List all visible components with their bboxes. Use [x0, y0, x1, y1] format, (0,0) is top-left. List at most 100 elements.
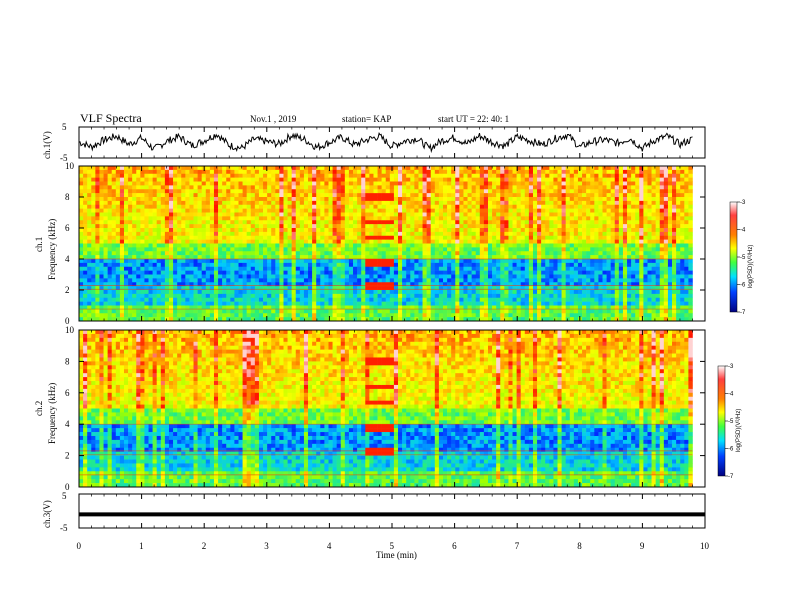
spectrogram-cell: [181, 313, 186, 318]
spectrogram-cell: [201, 259, 207, 264]
spectrogram-cell: [565, 220, 571, 225]
spectrogram-cell: [91, 224, 96, 229]
spectrogram-cell: [107, 235, 113, 240]
spectrogram-cell: [537, 274, 542, 279]
spectrogram-cell: [537, 185, 542, 190]
spectrogram-cell: [537, 270, 542, 275]
spectrogram-cell: [320, 197, 325, 202]
spectrogram-cell: [267, 177, 272, 182]
spectrogram-cell: [537, 212, 542, 217]
spectrogram-cell: [156, 228, 162, 233]
spectrogram-cell: [487, 177, 493, 182]
spectrogram-cell: [447, 290, 452, 295]
spectrogram-cell: [385, 185, 391, 190]
spectrogram-cell: [438, 224, 444, 229]
spectrogram-cell: [496, 290, 501, 295]
spectrogram-cell: [303, 197, 309, 202]
spectrogram-cell: [528, 216, 534, 221]
spectrogram-cell: [205, 208, 211, 213]
spectrogram-cell: [553, 259, 558, 264]
spectrogram-cell: [451, 293, 456, 299]
spectrogram-cell: [250, 193, 256, 198]
spectrogram-cell: [320, 200, 325, 206]
spectrogram-cell: [164, 204, 170, 209]
spectrogram-cell: [569, 204, 575, 209]
spectrogram-cell: [164, 262, 170, 268]
spectrogram-cell: [107, 197, 113, 202]
spectrogram-cell: [508, 185, 513, 190]
spectrogram-cell: [492, 173, 497, 178]
spectrogram-cell: [561, 235, 566, 240]
spectrogram-cell: [91, 286, 96, 291]
spectrogram-cell: [426, 290, 432, 295]
spectrogram-cell: [434, 282, 440, 287]
spectrogram-cell: [115, 305, 121, 310]
spectrogram-cell: [569, 185, 575, 190]
spectrogram-cell: [213, 243, 219, 248]
spectrogram-cell: [230, 185, 235, 190]
spectrogram-cell: [144, 197, 149, 202]
spectrogram-cell: [348, 231, 354, 237]
spectrogram-cell: [316, 204, 321, 209]
spectrogram-cell: [565, 216, 571, 221]
spectrogram-cell: [512, 220, 517, 225]
spectrogram-cell: [549, 247, 554, 252]
spectrogram-cell: [553, 274, 558, 279]
spectrogram-cell: [443, 313, 448, 318]
spectrogram-cell: [410, 200, 415, 206]
spectrogram-cell: [173, 313, 178, 318]
spectrogram-cell: [422, 301, 427, 306]
spectrogram-cell: [426, 247, 432, 252]
spectrogram-cell: [381, 216, 387, 221]
spectrogram-cell: [254, 193, 260, 198]
spectrogram-cell: [471, 235, 477, 240]
spectrogram-cell: [185, 293, 190, 299]
spectrogram-cell: [487, 169, 493, 175]
spectrogram-cell: [528, 173, 534, 178]
spectrogram-cell: [586, 181, 591, 186]
spectrogram-cell: [168, 297, 174, 302]
spectrogram-cell: [410, 293, 415, 299]
spectrogram-cell: [447, 173, 452, 178]
spectrogram-cell: [320, 259, 325, 264]
spectrogram-cell: [328, 274, 333, 279]
spectrogram-cell: [471, 278, 477, 283]
spectrogram-cell: [107, 309, 113, 314]
spectrogram-cell: [443, 247, 448, 252]
spectrogram-cell: [123, 173, 129, 178]
spectrogram-cell: [148, 220, 153, 225]
spectrogram-cell: [402, 251, 407, 256]
spectrogram-cell: [312, 297, 317, 302]
spectrogram-cell: [504, 212, 509, 217]
spectrogram-cell: [561, 305, 566, 310]
spectrogram-cell: [402, 301, 407, 306]
spectrogram-cell: [185, 313, 190, 318]
spectrogram-cell: [128, 193, 133, 198]
spectrogram-cell: [197, 169, 202, 175]
spectrogram-cell: [389, 185, 395, 190]
spectrogram-cell: [132, 212, 137, 217]
spectrogram-cell: [430, 313, 436, 318]
spectrogram-cell: [373, 262, 378, 268]
spectrogram-cell: [328, 204, 333, 209]
spectrogram-cell: [299, 193, 305, 198]
spectrogram-cell: [389, 231, 395, 237]
spectrogram-cell: [128, 317, 133, 322]
spectrogram-cell: [357, 270, 362, 275]
spectrogram-cell: [573, 243, 579, 248]
spectrogram-cell: [500, 200, 505, 206]
spectrogram-cell: [193, 228, 198, 233]
spectrogram-cell: [545, 293, 550, 299]
spectrogram-cell: [185, 177, 190, 182]
spectrogram-cell: [573, 282, 579, 287]
spectrogram-cell: [213, 204, 219, 209]
spectrogram-cell: [332, 166, 337, 171]
spectrogram-cell: [492, 297, 497, 302]
spectrogram-cell: [402, 224, 407, 229]
spectrogram-cell: [332, 200, 337, 206]
spectrogram-cell: [213, 193, 219, 198]
spectrogram-cell: [332, 317, 337, 322]
spectrogram-cell: [312, 251, 317, 256]
spectrogram-cell: [500, 286, 505, 291]
spectrogram-cell: [213, 266, 219, 271]
